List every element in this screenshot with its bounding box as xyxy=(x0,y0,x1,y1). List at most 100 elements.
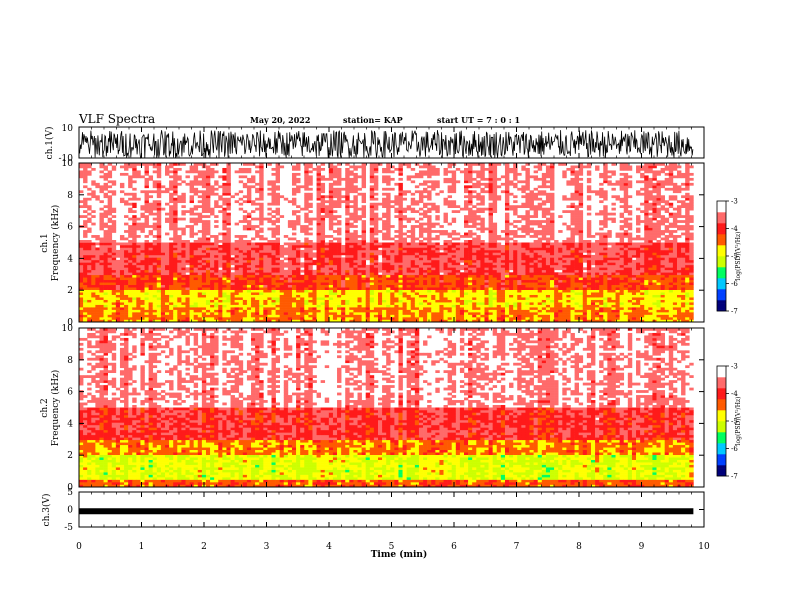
spectrogram-cell xyxy=(177,237,182,241)
spectrogram-cell xyxy=(382,299,387,303)
spectrogram-cell xyxy=(402,292,407,295)
spectrogram-cell xyxy=(451,267,457,271)
spectrogram-cell xyxy=(271,190,276,194)
spectrogram-cell xyxy=(353,185,358,189)
spectrogram-cell xyxy=(353,235,358,238)
spectrogram-cell xyxy=(185,294,190,298)
spectrogram-cell xyxy=(136,259,141,263)
spectrogram-cell xyxy=(337,177,342,181)
spectrogram-cell xyxy=(337,282,342,286)
spectrogram-cell xyxy=(136,304,141,308)
spectrogram-cell xyxy=(222,235,227,238)
spectrogram-cell xyxy=(226,170,231,174)
spectrogram-cell xyxy=(210,252,215,256)
spectrogram-cell xyxy=(300,307,305,310)
spectrogram-cell xyxy=(328,252,334,256)
spectrogram-cell xyxy=(255,314,260,318)
spectrogram-cell xyxy=(189,247,194,251)
spectrogram-cell xyxy=(287,294,293,298)
spectrogram-cell xyxy=(410,249,416,253)
spectrogram-cell xyxy=(406,177,412,181)
spectrogram-cell xyxy=(152,180,158,184)
spectrogram-cell xyxy=(124,314,129,318)
spectrogram-cell xyxy=(357,252,362,256)
spectrogram-cell xyxy=(128,244,133,248)
spectrogram-cell xyxy=(472,247,477,251)
spectrogram-cell xyxy=(275,167,280,171)
spectrogram-cell xyxy=(308,195,313,199)
spectrogram-cell xyxy=(480,240,485,243)
spectrogram-cell xyxy=(275,185,280,189)
spectrogram-cell xyxy=(107,207,113,211)
spectrogram-cell xyxy=(197,272,203,276)
spectrogram-cell xyxy=(291,299,297,303)
spectrogram-cell xyxy=(332,287,338,290)
spectrogram-cell xyxy=(140,225,145,228)
spectrogram-cell xyxy=(79,254,84,258)
spectrogram-cell xyxy=(328,259,334,263)
spectrogram-cell xyxy=(361,212,367,216)
spectrogram-cell xyxy=(189,195,194,199)
spectrogram-cell xyxy=(259,212,264,216)
spectrogram-cell xyxy=(332,182,338,186)
spectrogram-cell xyxy=(328,212,334,216)
spectrogram-cell xyxy=(468,284,473,288)
spectrogram-cell xyxy=(111,247,117,251)
spectrogram-cell xyxy=(484,302,489,305)
spectrogram-cell xyxy=(423,259,428,263)
spectrogram-cell xyxy=(296,205,301,209)
spectrogram-cell xyxy=(205,309,211,313)
spectrogram-cell xyxy=(201,220,207,223)
spectrogram-cell xyxy=(169,269,174,273)
spectrogram-cell xyxy=(386,317,391,320)
spectrogram-cell xyxy=(205,210,211,213)
spectrogram-cell xyxy=(492,240,498,243)
spectrogram-cell xyxy=(345,167,350,171)
spectrogram-cell xyxy=(173,309,178,313)
spectrogram-cell xyxy=(484,304,489,308)
spectrogram-cell xyxy=(484,274,489,278)
spectrogram-cell xyxy=(378,279,383,283)
spectrogram-cell xyxy=(382,225,387,228)
spectrogram-cell xyxy=(386,242,391,246)
spectrogram-cell xyxy=(406,220,412,223)
spectrogram-cell xyxy=(99,319,104,323)
spectrogram-cell xyxy=(83,177,88,181)
spectrogram-cell xyxy=(308,220,313,223)
spectrogram-cell xyxy=(459,284,465,288)
spectrogram-cell xyxy=(140,304,145,308)
spectrogram-cell xyxy=(193,304,199,308)
spectrogram-cell xyxy=(246,297,252,300)
spectrogram-cell xyxy=(423,277,428,281)
spectrogram-cell xyxy=(251,287,256,290)
spectrogram-cell xyxy=(193,274,199,278)
spectrogram-cell xyxy=(324,277,330,281)
spectrogram-cell xyxy=(357,292,362,295)
spectrogram-cell xyxy=(410,262,416,266)
spectrogram-cell xyxy=(189,314,194,318)
spectrogram-cell xyxy=(201,215,207,218)
spectrogram-cell xyxy=(369,172,375,176)
spectrogram-cell xyxy=(398,217,403,221)
spectrogram-cell xyxy=(111,319,117,323)
spectrogram-cell xyxy=(103,237,108,241)
spectrogram-cell xyxy=(160,289,166,293)
spectrogram-cell xyxy=(210,167,215,171)
spectrogram-cell xyxy=(169,319,174,323)
spectrogram-cell xyxy=(361,170,367,174)
spectrogram-cell xyxy=(427,257,432,261)
spectrogram-cell xyxy=(324,257,330,261)
spectrogram-cell xyxy=(369,302,375,305)
spectrogram-cell xyxy=(107,287,113,290)
spectrogram-cell xyxy=(328,304,334,308)
spectrogram-cell xyxy=(369,207,375,211)
spectrogram-cell xyxy=(431,302,436,305)
spectrogram-cell xyxy=(414,200,420,204)
spectrogram-cell xyxy=(353,200,358,204)
spectrogram-cell xyxy=(271,297,276,300)
spectrogram-cell xyxy=(103,192,108,196)
spectrogram-cell xyxy=(439,252,444,256)
spectrogram-cell xyxy=(455,269,461,273)
spectrogram-cell xyxy=(185,254,190,258)
spectrogram-cell xyxy=(488,195,493,199)
